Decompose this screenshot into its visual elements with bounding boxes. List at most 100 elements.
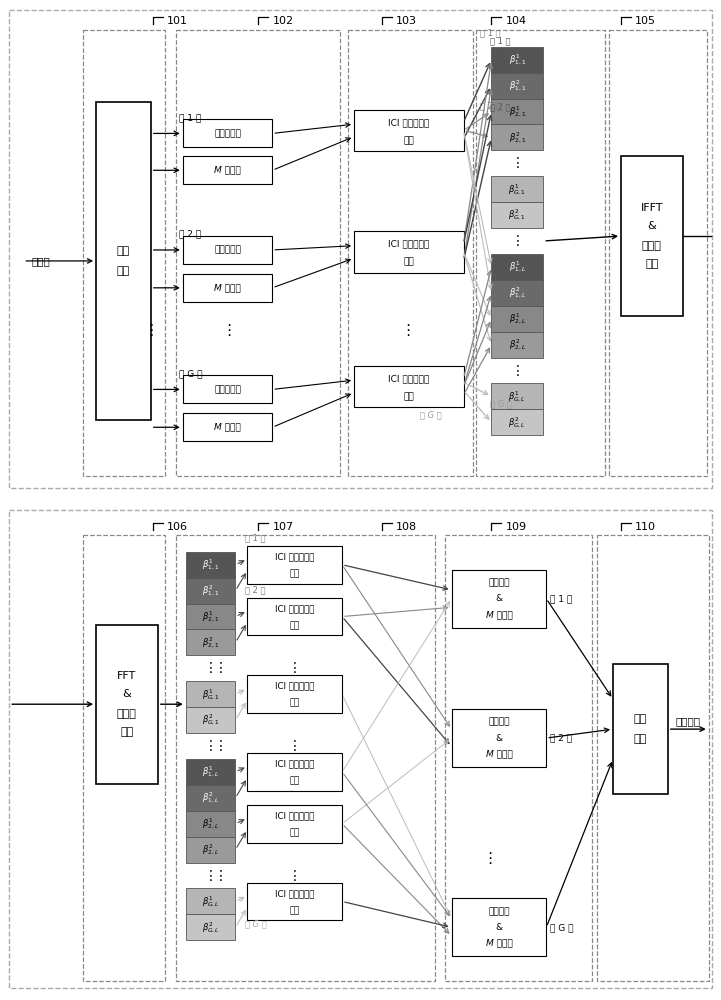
Bar <box>83 30 165 476</box>
Bar <box>182 156 273 184</box>
Bar <box>182 119 273 147</box>
Text: 解调: 解调 <box>290 776 300 785</box>
Bar <box>451 709 547 767</box>
Text: 解调: 解调 <box>290 569 300 578</box>
Text: 105: 105 <box>635 16 656 26</box>
Bar <box>621 156 683 316</box>
Text: IFFT: IFFT <box>641 203 663 213</box>
Text: 第 G 组: 第 G 组 <box>179 369 202 378</box>
Text: 子载波激活: 子载波激活 <box>214 245 241 254</box>
Bar <box>492 332 544 358</box>
Text: ⋮: ⋮ <box>510 156 524 170</box>
Bar <box>186 759 236 785</box>
Text: 第 1 组: 第 1 组 <box>245 533 266 542</box>
Text: $\beta_{2,L}^1$: $\beta_{2,L}^1$ <box>509 311 526 326</box>
Text: $\beta_{G,L}^1$: $\beta_{G,L}^1$ <box>202 894 219 909</box>
Text: 第 2 组: 第 2 组 <box>550 734 572 743</box>
Bar <box>182 413 273 441</box>
Bar <box>186 888 236 914</box>
Text: 状态检测: 状态检测 <box>488 907 510 916</box>
Text: 子载波激活: 子载波激活 <box>214 129 241 138</box>
Text: ⋮: ⋮ <box>510 364 524 378</box>
Text: ⋮: ⋮ <box>400 323 415 338</box>
Text: $\beta_{G,L}^1$: $\beta_{G,L}^1$ <box>508 389 526 404</box>
Text: $\beta_{1,L}^2$: $\beta_{1,L}^2$ <box>202 791 219 805</box>
Text: 调制: 调制 <box>404 136 414 145</box>
Text: 分离: 分离 <box>117 266 130 276</box>
Bar <box>476 30 605 476</box>
Bar <box>247 883 342 920</box>
Bar <box>186 604 236 629</box>
Bar <box>492 254 544 280</box>
Text: 104: 104 <box>505 16 526 26</box>
Bar <box>182 274 273 302</box>
Bar <box>9 510 712 988</box>
Bar <box>613 664 668 794</box>
Text: $\beta_{1,L}^1$: $\beta_{1,L}^1$ <box>509 260 526 274</box>
Text: ICI 干扰自消除: ICI 干扰自消除 <box>388 118 430 127</box>
Text: ⋮: ⋮ <box>482 851 497 866</box>
Text: ⋮: ⋮ <box>213 661 228 675</box>
Bar <box>9 10 712 488</box>
Bar <box>354 110 464 151</box>
Bar <box>247 805 342 843</box>
Bar <box>354 366 464 407</box>
Text: &: & <box>495 734 503 743</box>
Bar <box>492 409 544 435</box>
Text: 103: 103 <box>396 16 417 26</box>
Bar <box>451 570 547 628</box>
Text: $\beta_{2,1}^1$: $\beta_{2,1}^1$ <box>202 609 219 624</box>
Text: ICI 干扰自消除: ICI 干扰自消除 <box>388 374 430 383</box>
Text: ICI 干扰自消除: ICI 干扰自消除 <box>275 759 314 768</box>
Text: ICI 干扰自消除: ICI 干扰自消除 <box>275 552 314 561</box>
Text: 第 1 组: 第 1 组 <box>179 113 201 122</box>
Text: $\beta_{G,1}^2$: $\beta_{G,1}^2$ <box>508 208 526 222</box>
Text: 第 G 组: 第 G 组 <box>490 399 511 408</box>
Text: 去循环: 去循环 <box>117 709 137 719</box>
Bar <box>247 753 342 791</box>
Text: 调制: 调制 <box>404 392 414 401</box>
Bar <box>247 546 342 584</box>
Bar <box>492 306 544 332</box>
Bar <box>597 535 709 981</box>
Text: 状态检测: 状态检测 <box>488 718 510 727</box>
Bar <box>348 30 472 476</box>
Text: M 阶调制: M 阶调制 <box>214 283 241 292</box>
Bar <box>247 598 342 635</box>
Text: $\beta_{2,1}^1$: $\beta_{2,1}^1$ <box>509 104 526 119</box>
Text: $\beta_{G,1}^1$: $\beta_{G,1}^1$ <box>508 182 526 197</box>
Bar <box>186 578 236 604</box>
Bar <box>492 176 544 202</box>
Text: 合并: 合并 <box>634 734 647 744</box>
Text: 第 G 组: 第 G 组 <box>550 923 574 932</box>
Bar <box>83 535 165 981</box>
Bar <box>247 675 342 713</box>
Text: M 阶解调: M 阶解调 <box>485 939 513 948</box>
Text: $\beta_{G,1}^1$: $\beta_{G,1}^1$ <box>202 687 220 702</box>
Text: &: & <box>647 221 656 231</box>
Text: 第 2 组: 第 2 组 <box>490 102 510 111</box>
Text: ⋮: ⋮ <box>143 323 159 338</box>
Text: ⋮: ⋮ <box>221 323 236 338</box>
Text: 第 1 组: 第 1 组 <box>490 36 510 45</box>
Text: 比特: 比特 <box>117 246 130 256</box>
Text: &: & <box>123 689 131 699</box>
Text: 估计比特: 估计比特 <box>676 716 701 726</box>
Text: $\beta_{1,1}^2$: $\beta_{1,1}^2$ <box>509 78 526 93</box>
Text: 第 2 组: 第 2 组 <box>179 230 201 239</box>
Text: $\beta_{2,1}^2$: $\beta_{2,1}^2$ <box>509 130 526 145</box>
Bar <box>186 629 236 655</box>
Text: ⋮: ⋮ <box>203 739 218 753</box>
Bar <box>186 552 236 578</box>
Text: 源比特: 源比特 <box>31 256 50 266</box>
Text: 第 1 组: 第 1 组 <box>550 594 572 603</box>
Text: ⋮: ⋮ <box>143 323 159 338</box>
Text: ICI 干扰自消除: ICI 干扰自消除 <box>275 889 314 898</box>
Bar <box>176 535 435 981</box>
Text: ICI 干扰自消除: ICI 干扰自消除 <box>275 682 314 691</box>
Bar <box>186 785 236 811</box>
Text: $\beta_{2,L}^1$: $\beta_{2,L}^1$ <box>202 816 219 831</box>
Text: $\beta_{G,1}^2$: $\beta_{G,1}^2$ <box>202 713 220 727</box>
Text: 比特: 比特 <box>634 714 647 724</box>
Bar <box>492 202 544 228</box>
